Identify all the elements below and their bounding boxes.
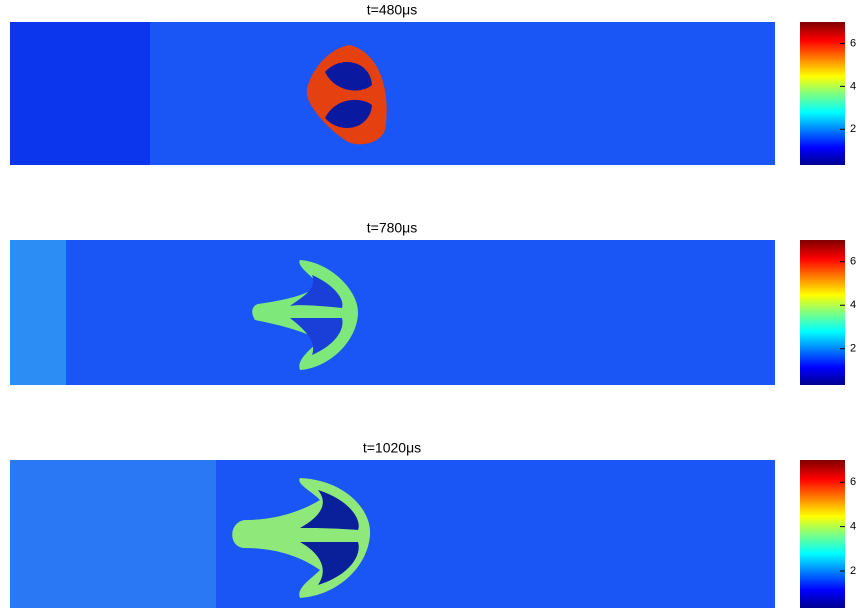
colorbar-tick-label: 6: [850, 37, 856, 49]
plume-core: [300, 490, 359, 530]
colorbar: [800, 22, 845, 165]
panel: [10, 240, 845, 385]
colorbar-tick-label: 2: [850, 123, 856, 135]
panel-title: t=480μs: [367, 2, 418, 18]
plume-core: [300, 542, 359, 585]
panel: [10, 460, 845, 608]
field-region: [10, 22, 150, 165]
colorbar-tick-label: 4: [850, 299, 856, 311]
colorbar-tick-label: 2: [850, 565, 856, 577]
field-region: [10, 460, 216, 608]
colorbar: [800, 240, 845, 385]
colorbar-tick-label: 2: [850, 343, 856, 355]
plume-core: [325, 99, 372, 128]
plume-core: [290, 275, 343, 308]
plume-core: [325, 62, 372, 91]
field-region: [10, 240, 66, 385]
panel-title: t=1020μs: [363, 440, 421, 456]
colorbar-tick-label: 6: [850, 256, 856, 268]
colorbar: [800, 460, 845, 608]
panel-title: t=780μs: [367, 220, 418, 236]
field: [10, 240, 775, 385]
colorbar-tick-label: 4: [850, 521, 856, 533]
plume-core: [290, 318, 343, 355]
colorbar-tick-label: 4: [850, 80, 856, 92]
panel: [10, 22, 845, 165]
colorbar-tick-label: 6: [850, 476, 856, 488]
